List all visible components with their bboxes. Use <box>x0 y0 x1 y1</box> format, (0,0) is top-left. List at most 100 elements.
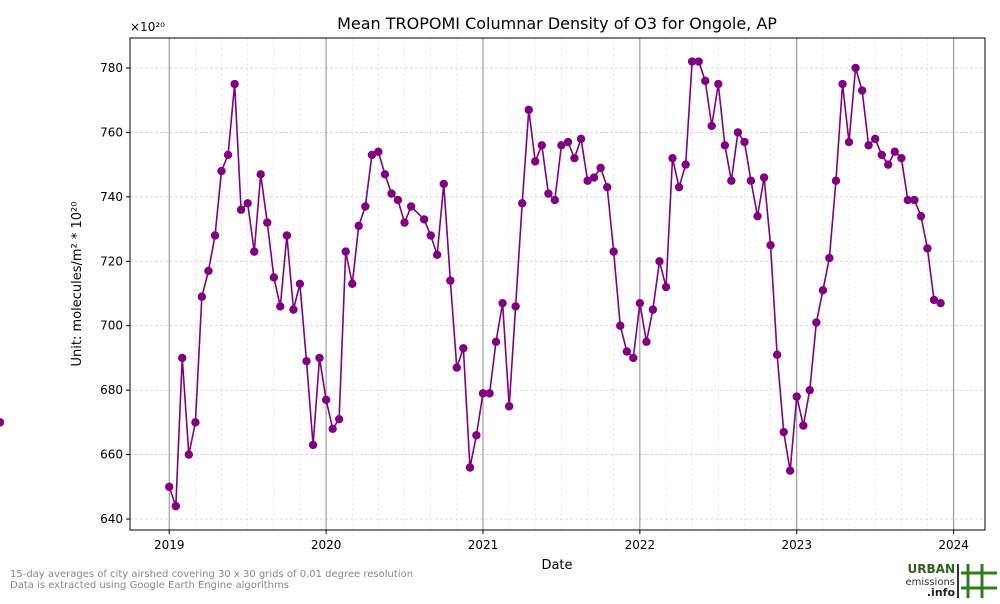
y-tick-label: 680 <box>100 383 123 397</box>
data-point <box>361 202 370 211</box>
data-point <box>400 218 409 227</box>
y-tick-label: 640 <box>100 512 123 526</box>
data-point <box>518 199 527 208</box>
logo-text: .info <box>927 586 956 599</box>
data-point <box>419 215 429 224</box>
logo-text: URBAN <box>908 562 955 576</box>
data-point <box>609 247 618 256</box>
data-point <box>897 153 906 163</box>
data-point <box>563 137 573 147</box>
data-point <box>171 501 181 511</box>
y-tick-label: 660 <box>100 448 123 462</box>
data-point <box>903 195 913 205</box>
data-point <box>635 298 645 308</box>
data-point <box>870 134 880 144</box>
logo-text: emissions <box>905 577 955 588</box>
data-point <box>374 147 383 156</box>
data-point <box>276 302 285 311</box>
data-point <box>393 195 403 205</box>
data-point <box>491 337 501 347</box>
data-point <box>622 347 632 356</box>
data-point <box>818 286 828 295</box>
logo: URBAN emissions .info <box>905 562 997 599</box>
y-tick-label: 780 <box>100 61 123 75</box>
data-point <box>681 160 690 169</box>
data-point <box>772 350 782 359</box>
data-point <box>805 385 814 395</box>
data-point <box>165 482 174 492</box>
data-point <box>263 218 272 227</box>
data-point <box>459 344 468 353</box>
data-point <box>204 266 213 276</box>
data-point <box>916 211 926 221</box>
x-tick-label: 2023 <box>781 538 812 552</box>
data-point <box>426 231 435 240</box>
data-point <box>831 176 841 185</box>
data-point <box>452 363 461 372</box>
data-point <box>504 402 514 411</box>
data-point <box>674 182 684 192</box>
data-point <box>498 298 507 308</box>
data-point <box>334 414 344 424</box>
data-point <box>210 231 220 240</box>
data-point <box>432 250 442 260</box>
data-point <box>661 282 671 292</box>
data-point <box>603 182 612 192</box>
data-point <box>707 121 716 131</box>
data-point <box>315 353 324 363</box>
data-point <box>792 392 801 401</box>
y-tick-label: 720 <box>100 254 123 268</box>
data-point <box>367 150 377 160</box>
data-point <box>714 79 723 89</box>
data-point <box>851 63 860 73</box>
data-point <box>197 292 207 301</box>
data-point <box>256 170 265 179</box>
data-point <box>655 257 664 266</box>
data-point <box>576 134 586 144</box>
data-point <box>348 279 357 289</box>
data-point <box>295 279 305 289</box>
data-point <box>250 247 259 256</box>
y-tick-label: 700 <box>100 319 123 333</box>
data-point <box>727 176 736 185</box>
data-point <box>387 189 396 198</box>
data-point <box>746 176 756 185</box>
data-point <box>857 86 867 95</box>
x-axis-label: Date <box>541 558 572 573</box>
data-point <box>733 128 743 137</box>
data-point <box>524 105 533 115</box>
data-point <box>825 253 834 263</box>
data-point <box>766 240 775 250</box>
series-line <box>168 60 941 507</box>
data-point <box>321 395 331 405</box>
data-point <box>472 431 481 440</box>
data-point <box>929 295 939 305</box>
data-point <box>785 466 795 475</box>
data-point <box>282 231 292 240</box>
data-point <box>191 418 200 427</box>
data-point <box>446 276 455 285</box>
data-point <box>596 163 605 173</box>
data-point <box>302 356 311 366</box>
data-point <box>439 179 448 189</box>
data-point <box>531 157 540 166</box>
data-point <box>877 150 886 160</box>
data-point <box>544 189 553 198</box>
data-point <box>687 57 697 66</box>
data-point <box>701 76 710 86</box>
x-tick-label: 2019 <box>154 538 185 552</box>
data-point <box>243 199 252 208</box>
data-point <box>753 211 762 221</box>
data-point <box>812 318 821 327</box>
data-point <box>511 302 520 311</box>
data-point <box>759 173 769 182</box>
x-tick-label: 2020 <box>311 538 342 552</box>
x-tick-label: 2024 <box>938 538 969 552</box>
data-point <box>341 247 350 256</box>
data-point <box>465 463 475 472</box>
footnote: 15-day averages of city airshed covering… <box>10 569 413 580</box>
data-point <box>485 389 494 398</box>
data-point <box>478 389 488 398</box>
data-point <box>642 337 651 347</box>
data-point <box>838 79 847 89</box>
